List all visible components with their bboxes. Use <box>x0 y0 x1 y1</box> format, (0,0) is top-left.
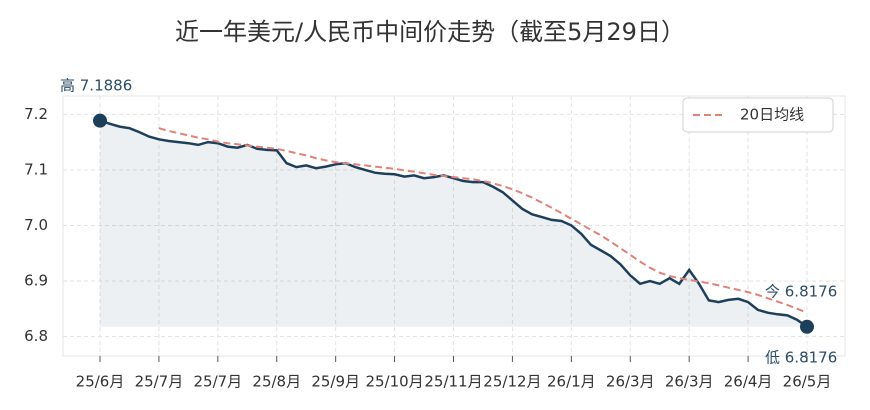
legend-label: 20日均线 <box>740 106 804 124</box>
high-marker <box>93 113 107 128</box>
y-tick-label: 7.0 <box>24 216 48 234</box>
x-tick-label: 25/12月 <box>483 373 541 391</box>
legend-box <box>682 97 834 133</box>
low-marker <box>800 319 814 334</box>
x-tick-label: 26/3月 <box>665 373 714 391</box>
chart-title: 近一年美元/人民币中间价走势（截至5月29日） <box>175 18 685 46</box>
x-tick-label: 25/7月 <box>193 373 242 391</box>
y-tick-label: 7.2 <box>24 105 48 123</box>
x-tick-label: 25/10月 <box>365 373 423 391</box>
now-annotation: 今 6.8176 <box>765 283 837 301</box>
low-annotation: 低 6.8176 <box>765 349 837 367</box>
x-tick-label: 25/11月 <box>424 373 482 391</box>
area-fill <box>100 120 807 327</box>
x-tick-label: 25/9月 <box>311 373 360 391</box>
x-tick-label: 26/3月 <box>606 373 655 391</box>
price-line <box>99 119 808 328</box>
x-tick-label: 25/6月 <box>76 373 125 391</box>
x-tick-label: 25/8月 <box>252 373 301 391</box>
x-tick-label: 25/7月 <box>135 373 184 391</box>
x-tick-label: 26/1月 <box>547 373 596 391</box>
y-tick-label: 6.9 <box>24 272 48 290</box>
high-annotation: 高 7.1886 <box>60 77 132 95</box>
y-tick-label: 7.1 <box>24 160 48 178</box>
x-tick-label: 26/4月 <box>724 373 773 391</box>
x-tick-label: 26/5月 <box>783 373 832 391</box>
y-tick-label: 6.8 <box>24 327 48 345</box>
